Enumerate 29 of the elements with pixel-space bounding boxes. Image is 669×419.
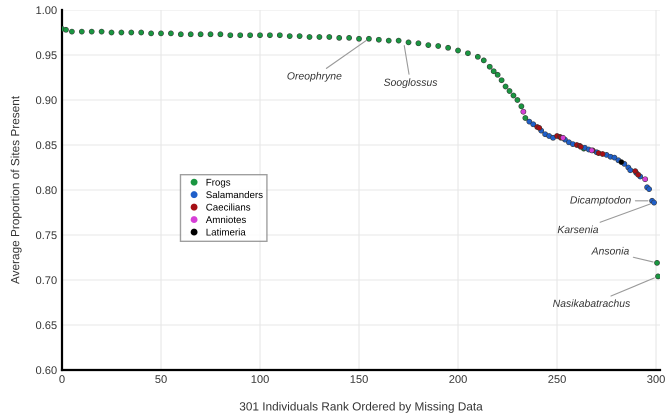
legend-label: Salamanders	[206, 191, 263, 198]
x-axis-title: 301 Individuals Rank Ordered by Missing Data	[240, 402, 483, 413]
y-tick-label: 0.70	[36, 276, 57, 284]
annotation: Karsenia	[558, 226, 598, 234]
legend-label: Caecilians	[206, 203, 250, 211]
x-tick-label: 250	[548, 375, 566, 384]
annotation: Ansonia	[591, 246, 629, 255]
x-tick-label: 50	[155, 375, 167, 384]
legend-label: Latimeria	[206, 228, 246, 236]
x-tick-label: 0	[59, 375, 65, 384]
legend-label: Amniotes	[206, 216, 246, 224]
x-tick-label: 100	[252, 375, 269, 384]
annotation: Dicamptodon	[570, 196, 631, 206]
y-tick-label: 0.75	[36, 231, 57, 240]
y-tick-label: 0.90	[36, 96, 57, 104]
annotation: Nasikabatrachus	[552, 299, 630, 307]
y-tick-label: 1.00	[36, 6, 57, 14]
y-tick-label: 0.95	[36, 51, 57, 60]
y-tick-label: 0.80	[36, 186, 57, 194]
y-tick-label: 0.85	[36, 141, 57, 150]
annotation: Sooglossus	[384, 78, 438, 88]
x-tick-label: 300	[647, 375, 665, 384]
legend-label: Frogs	[206, 178, 230, 188]
x-tick-label: 150	[350, 375, 368, 384]
x-tick-label: 200	[449, 375, 467, 384]
y-tick-label: 0.65	[36, 321, 57, 330]
annotation: Oreophryne	[287, 72, 342, 82]
y-axis-title: Average Proportion of Sites Present	[10, 96, 22, 284]
y-tick-label: 0.60	[36, 366, 57, 374]
